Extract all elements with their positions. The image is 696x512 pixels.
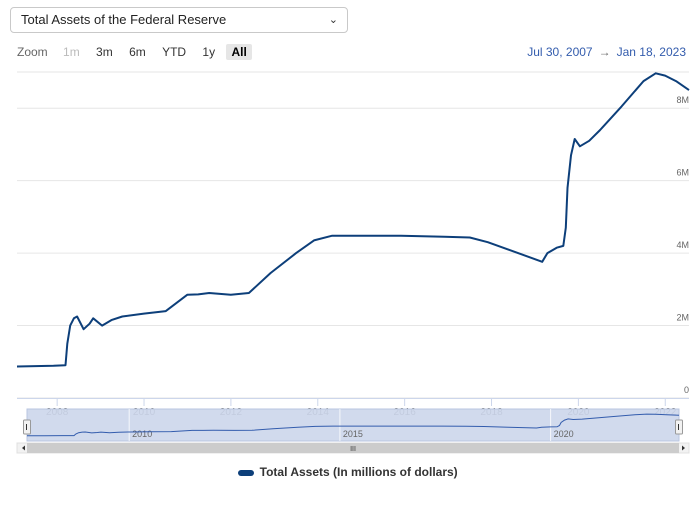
zoom-1m-button[interactable]: 1m — [63, 45, 80, 59]
scrollbar-thumb[interactable] — [27, 443, 679, 453]
navigator-label: 2020 — [554, 429, 574, 439]
legend[interactable]: Total Assets (In millions of dollars) — [0, 465, 696, 479]
range-from-input[interactable]: Jul 30, 2007 — [527, 45, 593, 59]
range-arrow-icon: → — [598, 45, 611, 59]
date-range: Jul 30, 2007 → Jan 18, 2023 — [527, 45, 686, 59]
arrow-right-icon[interactable] — [682, 445, 685, 451]
y-tick-label: 0 — [684, 385, 689, 395]
navigator-series — [27, 413, 680, 437]
legend-swatch — [238, 469, 255, 476]
zoom-1y-button[interactable]: 1y — [202, 45, 216, 59]
zoom-all-button[interactable]: All — [226, 44, 252, 60]
y-tick-label: 2M — [676, 313, 689, 323]
range-to-input[interactable]: Jan 18, 2023 — [616, 45, 686, 59]
y-tick-label: 4M — [676, 240, 689, 250]
series-line — [16, 72, 690, 368]
arrow-left-icon[interactable] — [22, 445, 25, 451]
zoom-3m-button[interactable]: 3m — [96, 45, 113, 59]
navigator-handle-left[interactable] — [23, 419, 31, 435]
y-tick-label: 6M — [676, 168, 689, 178]
navigator-handle-right[interactable] — [675, 419, 683, 435]
series-selector-value: Total Assets of the Federal Reserve — [21, 12, 227, 27]
chevron-down-icon: ⌄ — [328, 14, 338, 26]
navigator-label: 2015 — [343, 429, 363, 439]
navigator-label: 2010 — [132, 429, 152, 439]
zoom-label: Zoom — [17, 45, 48, 59]
legend-label: Total Assets (In millions of dollars) — [259, 465, 458, 479]
zoom-ytd-button[interactable]: YTD — [162, 45, 187, 59]
zoom-controls: Zoom 1m 3m 6m YTD 1y All — [17, 44, 255, 62]
series-points — [16, 72, 690, 368]
line-chart: 02M4M6M8M2008201020122014201620182020202… — [16, 71, 690, 454]
y-tick-label: 8M — [676, 95, 689, 105]
series-selector[interactable]: Total Assets of the Federal Reserve ⌄ — [10, 7, 348, 33]
grip-icon: III — [350, 446, 356, 453]
zoom-6m-button[interactable]: 6m — [129, 45, 146, 59]
